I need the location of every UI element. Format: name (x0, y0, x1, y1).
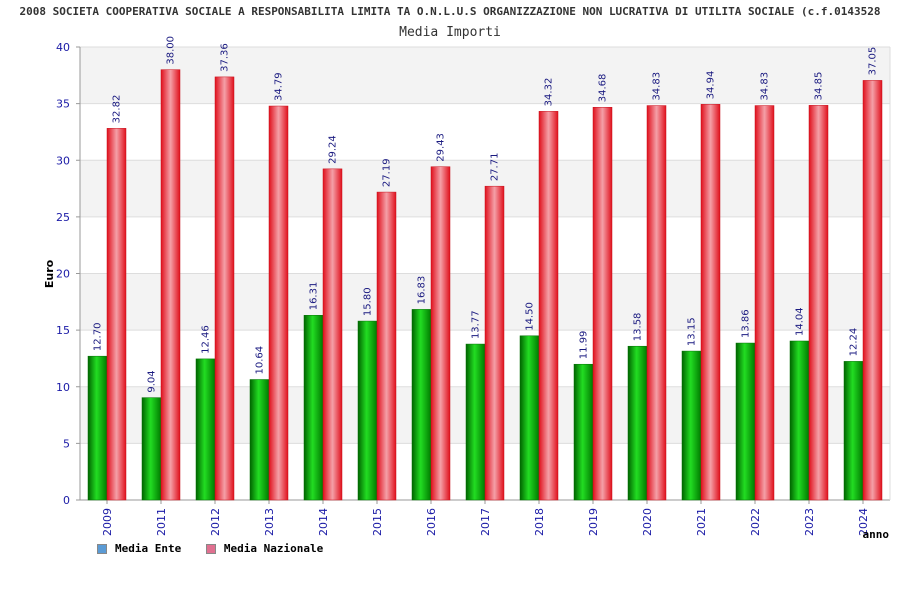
y-tick-label: 20 (56, 268, 70, 281)
bar-media-nazionale (430, 166, 451, 501)
bar-media-nazionale (160, 69, 181, 501)
data-label: 38.00 (166, 36, 177, 65)
bar-media-ente (789, 340, 810, 501)
bar-media-nazionale (214, 76, 235, 501)
bar-media-ente (627, 345, 648, 501)
data-label: 37.05 (868, 47, 879, 76)
bar-media-ente (249, 379, 270, 501)
y-tick-label: 0 (63, 494, 70, 507)
bar-media-nazionale (484, 185, 505, 501)
legend: Media Ente Media Nazionale (97, 542, 341, 557)
data-label: 9.04 (147, 370, 158, 392)
data-label: 34.83 (652, 72, 663, 101)
bar-media-nazionale (646, 105, 667, 501)
legend-swatch-ente (97, 543, 107, 554)
data-label: 10.64 (255, 346, 266, 375)
data-label: 13.77 (471, 310, 482, 339)
x-tick-label: 2019 (587, 508, 600, 536)
y-tick-label: 15 (56, 324, 70, 337)
data-label: 29.24 (328, 135, 339, 164)
data-label: 12.70 (93, 323, 104, 352)
tick-labels: 0 5 10 15 20 25 30 35 40 2009 2011 2012 2013 2014 2015… (56, 41, 870, 536)
bar-media-nazionale (376, 191, 397, 501)
y-tick-label: 25 (56, 211, 70, 224)
data-label: 13.86 (741, 309, 752, 338)
y-tick-label: 5 (63, 437, 70, 450)
y-tick-label: 10 (56, 381, 70, 394)
bar-media-nazionale (862, 80, 883, 501)
x-tick-label: 2022 (749, 508, 762, 536)
data-label: 34.83 (760, 72, 771, 101)
bar-media-nazionale (700, 104, 721, 501)
bar-media-ente (465, 343, 486, 501)
bar-media-ente (519, 335, 540, 501)
chart-title: Media Importi (399, 25, 501, 40)
data-label: 13.58 (633, 313, 644, 342)
y-tick-label: 30 (56, 154, 70, 167)
x-tick-label: 2017 (479, 508, 492, 536)
data-label: 34.79 (274, 72, 285, 101)
x-axis-label: anno (863, 528, 890, 541)
legend-item-nazionale: Media Nazionale (205, 542, 324, 555)
bar-media-ente (357, 320, 378, 501)
data-label: 27.19 (382, 158, 393, 187)
bar-media-ente (303, 315, 324, 501)
y-tick-label: 35 (56, 98, 70, 111)
bar-media-nazionale (538, 111, 559, 501)
x-tick-label: 2024 (857, 508, 870, 536)
data-label: 14.50 (525, 302, 536, 331)
bar-media-nazionale (808, 105, 829, 501)
data-label: 27.71 (490, 153, 501, 182)
x-tick-label: 2009 (101, 508, 114, 536)
bar-media-ente (573, 363, 594, 501)
bar-media-nazionale (106, 128, 127, 501)
bar-media-nazionale (322, 168, 343, 501)
data-label: 13.15 (687, 317, 698, 346)
x-tick-label: 2014 (317, 508, 330, 536)
x-tick-label: 2013 (263, 508, 276, 536)
x-tick-label: 2021 (695, 508, 708, 536)
x-tick-label: 2018 (533, 508, 546, 536)
data-label: 16.31 (309, 282, 320, 311)
y-tick-label: 40 (56, 41, 70, 54)
data-label: 34.85 (814, 72, 825, 101)
data-label: 34.32 (544, 78, 555, 107)
legend-label-nazionale: Media Nazionale (223, 542, 324, 555)
data-label: 12.24 (849, 328, 860, 357)
page-title: 2008 SOCIETA COOPERATIVA SOCIALE A RESPO… (19, 5, 881, 18)
x-tick-label: 2011 (155, 508, 168, 536)
bars (87, 69, 883, 501)
data-label: 37.36 (220, 43, 231, 72)
y-axis-label: Euro (43, 259, 56, 288)
bar-media-ente (411, 309, 432, 501)
data-label: 16.83 (417, 276, 428, 305)
data-label: 12.46 (201, 325, 212, 354)
legend-item-ente: Media Ente (97, 542, 181, 555)
legend-label-ente: Media Ente (115, 542, 182, 555)
data-label: 11.99 (579, 331, 590, 360)
data-label: 34.68 (598, 74, 609, 103)
bar-media-ente (195, 358, 216, 501)
bar-media-nazionale (268, 105, 289, 501)
x-tick-label: 2012 (209, 508, 222, 536)
x-tick-label: 2023 (803, 508, 816, 536)
x-tick-label: 2020 (641, 508, 654, 536)
x-tick-label: 2016 (425, 508, 438, 536)
data-label: 34.94 (706, 71, 717, 100)
bar-media-ente (87, 355, 108, 501)
data-label: 14.04 (795, 307, 806, 336)
bar-media-nazionale (754, 105, 775, 501)
data-label: 15.80 (363, 287, 374, 316)
bar-media-ente (735, 342, 756, 501)
data-labels: 12.70 32.82 9.04 38.00 12.46 37.36 10.64 34.79 1… (93, 36, 879, 393)
legend-swatch-nazionale (205, 543, 216, 554)
data-label: 32.82 (112, 95, 123, 124)
data-label: 29.43 (436, 133, 447, 162)
x-tick-label: 2015 (371, 508, 384, 536)
bar-media-ente (141, 397, 162, 501)
bar-media-nazionale (592, 106, 613, 501)
bar-media-ente (843, 361, 864, 501)
bar-media-ente (681, 350, 702, 501)
